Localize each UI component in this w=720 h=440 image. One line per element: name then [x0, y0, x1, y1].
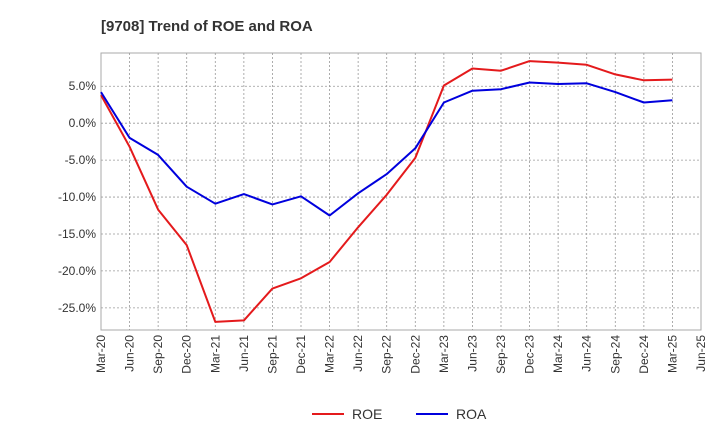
x-tick-label: Mar-22	[323, 335, 337, 373]
x-tick-label: Sep-24	[608, 335, 622, 374]
y-tick-label: -20.0%	[58, 264, 96, 278]
x-tick-label: Dec-21	[294, 335, 308, 374]
series-lines	[100, 60, 673, 323]
x-tick-label: Jun-20	[123, 335, 137, 372]
y-tick-label: -10.0%	[58, 190, 96, 204]
chart-title: [9708] Trend of ROE and ROA	[101, 18, 313, 35]
x-tick-label: Dec-23	[523, 335, 537, 374]
x-tick-label: Jun-24	[580, 335, 594, 372]
x-tick-label: Mar-25	[665, 335, 679, 373]
series-line-roa	[100, 81, 673, 217]
plot-area	[100, 52, 702, 331]
x-tick-label: Mar-20	[94, 335, 108, 373]
x-tick-label: Sep-22	[380, 335, 394, 374]
legend-label-roe: ROE	[352, 406, 382, 422]
x-tick-label: Dec-24	[637, 335, 651, 374]
grid-lines	[101, 53, 701, 330]
x-tick-label: Dec-20	[180, 335, 194, 374]
x-tick-label: Sep-20	[151, 335, 165, 374]
x-tick-label: Jun-25	[694, 335, 708, 372]
legend: ROE ROA	[312, 406, 487, 422]
x-tick-label: Jun-22	[351, 335, 365, 372]
legend-label-roa: ROA	[456, 406, 487, 422]
x-tick-label: Dec-22	[408, 335, 422, 374]
y-tick-label: 5.0%	[69, 79, 97, 93]
y-tick-label: -5.0%	[65, 153, 97, 167]
y-tick-label: -15.0%	[58, 227, 96, 241]
x-tick-label: Jun-21	[237, 335, 251, 372]
x-tick-label: Sep-23	[494, 335, 508, 374]
x-tick-label: Mar-24	[551, 335, 565, 373]
y-tick-label: -25.0%	[58, 301, 96, 315]
x-tick-label: Mar-23	[437, 335, 451, 373]
x-tick-label: Sep-21	[265, 335, 279, 374]
x-tick-label: Jun-23	[465, 335, 479, 372]
x-axis-ticks: Mar-20 Jun-20 Sep-20 Dec-20 Mar-21 Jun-21 Sep-…	[94, 335, 708, 374]
y-axis-ticks: 5.0% 0.0% -5.0% -10.0% -15.0% -20.0% -25.0%	[58, 79, 96, 315]
y-tick-label: 0.0%	[69, 116, 97, 130]
x-tick-label: Mar-21	[208, 335, 222, 373]
series-line-roe	[100, 60, 673, 323]
